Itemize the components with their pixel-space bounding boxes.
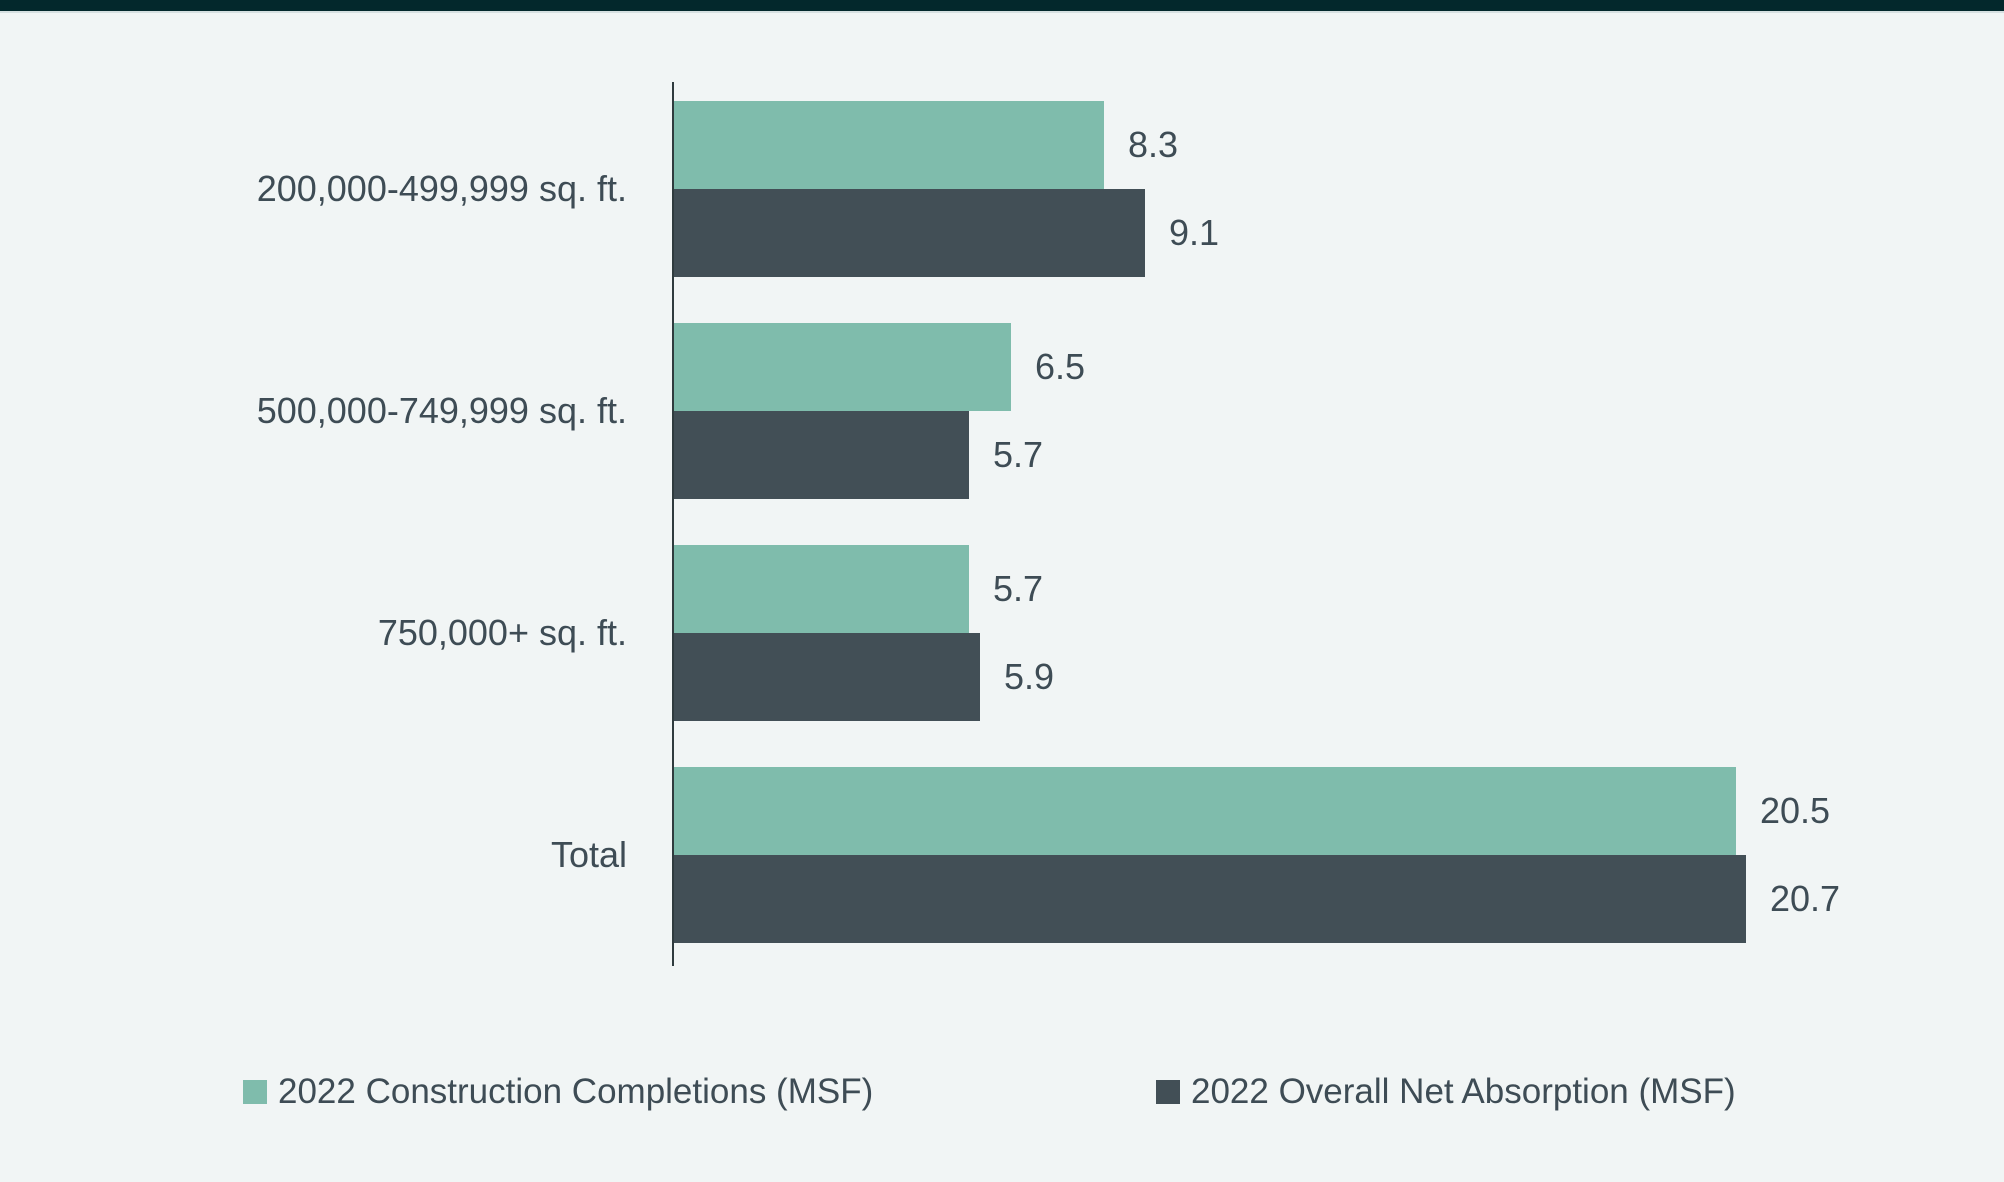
bar-net-absorption <box>674 411 969 499</box>
value-label-construction-completions: 5.7 <box>993 568 1044 609</box>
category-label: 750,000+ sq. ft. <box>377 612 627 653</box>
value-label-net-absorption: 9.1 <box>1169 212 1220 253</box>
value-label-net-absorption: 5.9 <box>1004 656 1055 697</box>
y-axis-line <box>672 82 674 966</box>
category-label: Total <box>550 834 627 875</box>
value-label-construction-completions: 8.3 <box>1128 124 1179 165</box>
bar-construction-completions <box>674 767 1736 855</box>
category-label: 500,000-749,999 sq. ft. <box>256 390 627 431</box>
bar-net-absorption <box>674 633 980 721</box>
legend-label-net-absorption: 2022 Overall Net Absorption (MSF) <box>1191 1072 1736 1111</box>
value-label-net-absorption: 5.7 <box>993 434 1044 475</box>
legend-item-net-absorption: 2022 Overall Net Absorption (MSF) <box>1156 1070 1736 1114</box>
bar-construction-completions <box>674 101 1104 189</box>
value-label-construction-completions: 20.5 <box>1760 790 1831 831</box>
category-label: 200,000-499,999 sq. ft. <box>256 168 627 209</box>
bar-construction-completions <box>674 545 969 633</box>
legend-swatch-net-absorption <box>1156 1080 1180 1104</box>
bar-construction-completions <box>674 323 1011 411</box>
legend-item-construction-completions: 2022 Construction Completions (MSF) <box>243 1070 873 1114</box>
bar-net-absorption <box>674 855 1746 943</box>
top-accent-bar <box>0 0 2004 13</box>
legend-label-construction-completions: 2022 Construction Completions (MSF) <box>278 1072 874 1111</box>
legend-swatch-construction-completions <box>243 1080 267 1104</box>
value-label-construction-completions: 6.5 <box>1035 346 1086 387</box>
value-label-net-absorption: 20.7 <box>1770 878 1841 919</box>
bar-net-absorption <box>674 189 1145 277</box>
